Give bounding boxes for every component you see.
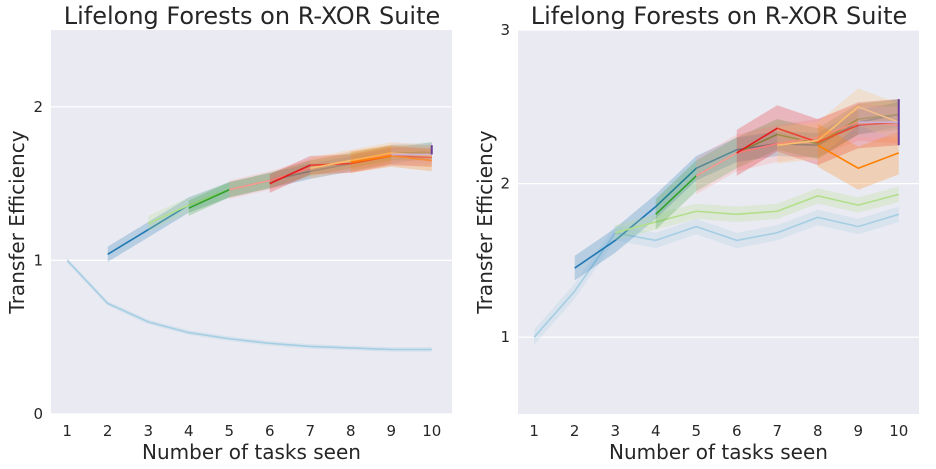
y-tick-label: 0 [33, 405, 43, 423]
y-tick-label: 3 [500, 21, 510, 39]
x-axis-label: Number of tasks seen [142, 440, 361, 464]
series-line [817, 144, 900, 170]
x-tick-label: 3 [143, 422, 153, 440]
x-tick-label: 9 [853, 422, 863, 440]
series-band [574, 102, 899, 281]
y-tick-label: 2 [33, 98, 43, 116]
series-band [310, 142, 432, 179]
x-tick-label: 2 [570, 422, 580, 440]
y-tick-label: 1 [500, 328, 510, 346]
y-axis-label: Transfer Efficiency [5, 130, 29, 314]
x-tick-label: 7 [772, 422, 782, 440]
x-tick-label: 10 [889, 422, 908, 440]
series-line [777, 105, 900, 146]
series-band [350, 145, 432, 173]
x-tick-label: 8 [813, 422, 823, 440]
x-tick-label: 6 [732, 422, 742, 440]
series-line [269, 155, 432, 185]
plot-area [518, 30, 919, 414]
series-band [534, 206, 899, 345]
panel-left: 0 1 2 1 2 3 4 5 6 7 8 9 10 Lifelong Forests on R-XOR … [5, 2, 452, 464]
series-band [817, 123, 899, 190]
x-tick-label: 4 [184, 422, 194, 440]
series-band [188, 145, 432, 216]
x-tick-label: 8 [346, 422, 356, 440]
x-tick-label: 4 [651, 422, 661, 440]
y-axis-label: Transfer Efficiency [473, 130, 497, 314]
x-axis-label: Number of tasks seen [609, 440, 828, 464]
series-band [148, 142, 432, 232]
x-tick-label: 1 [62, 422, 72, 440]
chart-title: Lifelong Forests on R-XOR Suite [64, 2, 441, 30]
x-tick-label: 5 [691, 422, 701, 440]
x-tick-label: 6 [265, 422, 275, 440]
series-band [736, 99, 899, 176]
x-tick-label: 1 [529, 422, 539, 440]
series-line [533, 213, 899, 338]
series-band [777, 88, 899, 164]
series-line [66, 259, 432, 351]
y-tick-label: 2 [500, 175, 510, 193]
x-tick-label: 9 [386, 422, 396, 440]
x-tick-label: 2 [103, 422, 113, 440]
x-tick-label: 3 [610, 422, 620, 440]
x-tick-label: 5 [224, 422, 234, 440]
chart-title: Lifelong Forests on R-XOR Suite [531, 2, 908, 30]
series-band [269, 146, 432, 193]
series-line [350, 155, 432, 163]
plot-area [51, 30, 452, 414]
panel-right: 1 2 3 1 2 3 4 5 6 7 8 9 10 Lifelong Forests on R-XOR … [473, 2, 919, 464]
y-tick-label: 1 [33, 251, 43, 269]
series-line [615, 193, 899, 234]
x-tick-label: 7 [305, 422, 315, 440]
series-line [736, 121, 899, 154]
x-tick-label: 10 [422, 422, 441, 440]
